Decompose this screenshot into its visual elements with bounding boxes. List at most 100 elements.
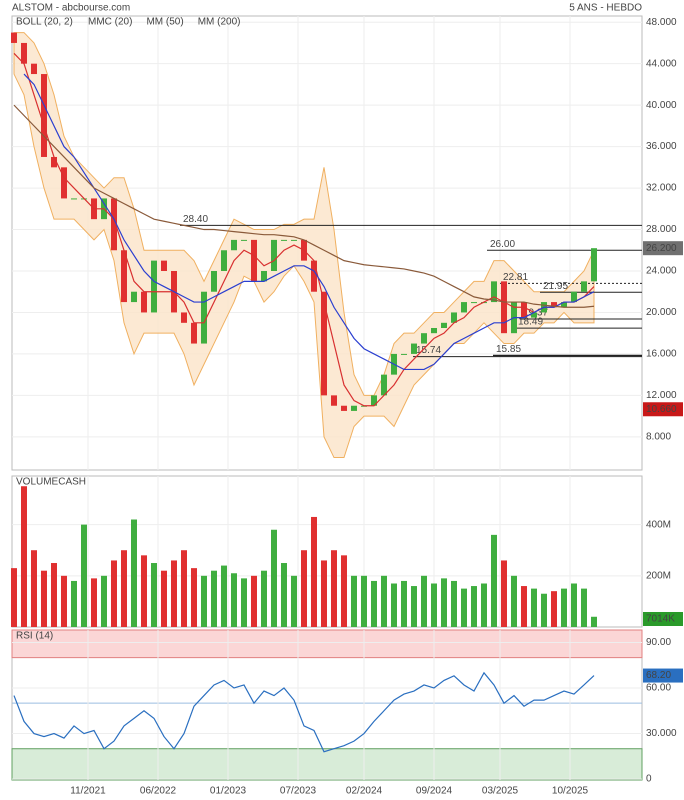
candle: [271, 239, 277, 271]
volume-bar: [451, 580, 457, 627]
volume-bar: [271, 529, 277, 627]
volume-bar: [191, 568, 197, 627]
panel-title: BOLL (20, 2): [16, 17, 73, 28]
level-label: 21.95: [543, 281, 568, 292]
candle: [261, 270, 267, 282]
volume-bar: [51, 563, 57, 627]
candle: [371, 395, 377, 406]
x-tick-label: 01/2023: [210, 786, 247, 797]
x-tick-label: 10/2025: [552, 786, 589, 797]
candle: [211, 270, 217, 292]
candle: [251, 239, 257, 282]
volume-bar: [181, 550, 187, 627]
candle: [281, 239, 287, 241]
candle: [21, 42, 27, 64]
volume-bar: [11, 568, 17, 627]
price-badge: [643, 241, 683, 256]
candle: [121, 250, 127, 303]
level-label: 18.49: [518, 317, 543, 328]
candle: [181, 312, 187, 323]
chart-subtitle: 5 ANS - HEBDO: [569, 3, 642, 14]
moving-average: [13, 52, 595, 407]
rsi-line: [13, 671, 595, 753]
volume-bar: [391, 583, 397, 627]
price-badge-label: 68.20: [646, 670, 671, 681]
overbought-zone: [11, 629, 643, 659]
level-label: 26.00: [490, 239, 515, 250]
legend-entry: MM (50): [146, 17, 183, 28]
candle: [111, 198, 117, 251]
volume-bar: [201, 575, 207, 627]
volume-bar: [171, 560, 177, 627]
volume-bar: [461, 588, 467, 627]
oversold-zone: [11, 748, 643, 781]
candle: [331, 395, 337, 406]
level-label: 15.85: [496, 344, 521, 355]
moving-average: [23, 73, 595, 371]
candle: [411, 343, 417, 354]
candle: [161, 260, 167, 271]
volume-bar: [551, 591, 557, 627]
price-badge-label: 26.200: [646, 243, 677, 254]
legend-entry: MMC (20): [88, 17, 132, 28]
volume-bar: [151, 563, 157, 627]
x-tick-label: 06/2022: [140, 786, 177, 797]
volume-bar: [221, 565, 227, 627]
panel-title: VOLUMECASH: [16, 477, 86, 488]
volume-bar: [541, 593, 547, 627]
y-tick-label: 0: [646, 774, 652, 785]
volume-bar: [131, 519, 137, 627]
x-tick-label: 07/2023: [280, 786, 317, 797]
price-badge-label: 10.660: [646, 404, 677, 415]
volume-bar: [41, 570, 47, 627]
volume-bar: [141, 555, 147, 627]
volume-bar: [401, 580, 407, 627]
candle: [521, 302, 527, 318]
volume-bar: [251, 575, 257, 627]
moving-average: [13, 104, 595, 308]
candle: [451, 312, 457, 323]
y-tick-label: 20.000: [646, 307, 677, 318]
candle: [561, 302, 567, 308]
price-badge-label: 7014K: [646, 614, 675, 625]
level-label: 15.74: [416, 345, 441, 356]
volume-bar: [281, 563, 287, 627]
volume-bar: [291, 575, 297, 627]
price-badge: [643, 612, 683, 626]
volume-bar: [411, 586, 417, 627]
candle: [311, 260, 317, 292]
volume-bar: [321, 560, 327, 627]
volume-bar: [491, 534, 497, 627]
panel-title: RSI (14): [16, 631, 53, 642]
volume-bar: [61, 575, 67, 627]
volume-bar: [501, 560, 507, 627]
volume-bar: [571, 583, 577, 627]
candle: [231, 239, 237, 251]
y-tick-label: 36.000: [646, 141, 677, 152]
y-tick-label: 30.000: [646, 728, 677, 739]
y-tick-label: 12.000: [646, 390, 677, 401]
volume-bar: [341, 555, 347, 627]
candle: [11, 32, 17, 43]
volume-bar: [31, 550, 37, 627]
y-tick-label: 44.000: [646, 58, 677, 69]
candle: [581, 281, 587, 292]
candle: [31, 63, 37, 75]
y-tick-label: 60.00: [646, 683, 671, 694]
candle: [591, 248, 597, 282]
candle: [501, 281, 507, 334]
level-label: 22.81: [503, 272, 528, 283]
candle: [221, 250, 227, 271]
y-tick-label: 28.000: [646, 224, 677, 235]
volume-bar: [481, 583, 487, 627]
volume-bar: [211, 570, 217, 627]
level-label: 28.40: [183, 214, 208, 225]
candle: [51, 156, 57, 168]
candle: [61, 167, 67, 199]
volume-bar: [71, 580, 77, 627]
volume-bar: [441, 578, 447, 627]
candle: [291, 239, 297, 241]
y-tick-label: 8.000: [646, 431, 671, 442]
volume-bar: [101, 575, 107, 627]
